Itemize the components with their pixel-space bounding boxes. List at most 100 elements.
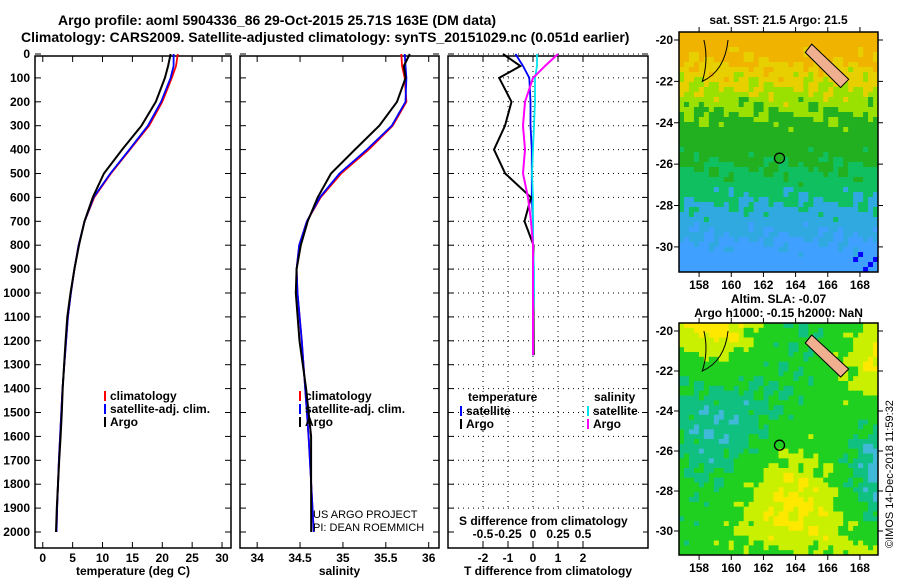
map-cell <box>698 267 705 273</box>
map-cell <box>833 429 839 435</box>
map-cell <box>753 371 760 377</box>
map-cell <box>828 530 834 537</box>
map-cell <box>788 77 794 83</box>
map-cell <box>733 197 740 203</box>
y-tick-label: 1800 <box>3 477 30 491</box>
map-cell <box>683 458 690 464</box>
map-cell <box>753 67 760 73</box>
map-cell <box>688 487 695 493</box>
map-cell <box>778 347 784 353</box>
map-cell <box>693 57 700 63</box>
map-cell <box>679 530 685 537</box>
map-cell <box>843 247 849 253</box>
map-cell <box>708 487 715 493</box>
map-cell <box>723 342 730 348</box>
map-cell <box>679 227 685 233</box>
map-cell <box>778 242 784 248</box>
map-cell <box>873 361 879 367</box>
map-cell <box>743 112 750 118</box>
map-cell <box>783 410 789 416</box>
map-cell <box>753 453 760 459</box>
map-cell <box>873 132 879 138</box>
map-cell <box>863 257 869 263</box>
map-cell <box>703 212 710 218</box>
map-cell <box>748 477 755 483</box>
map-cell <box>733 127 740 133</box>
map-cell <box>773 530 779 537</box>
map-cell <box>728 395 735 401</box>
map-cell <box>679 443 685 450</box>
map-cell <box>858 482 864 488</box>
map-cell <box>679 82 685 88</box>
map-cell <box>788 361 794 367</box>
map-cell <box>853 112 859 118</box>
map-cell <box>688 535 695 541</box>
map-cell <box>713 516 720 522</box>
map-cell <box>723 207 730 213</box>
map-cell <box>683 97 690 103</box>
map-cell <box>778 352 784 358</box>
map-cell <box>693 477 700 483</box>
map-cell <box>763 172 770 178</box>
map-cell <box>858 468 864 474</box>
map-cell <box>848 501 854 508</box>
map-cell <box>703 516 710 522</box>
map-cell <box>688 97 695 103</box>
map-cell <box>868 526 874 532</box>
map-cell <box>843 142 849 148</box>
map-cell <box>758 376 765 382</box>
map-cell <box>818 257 824 263</box>
map-cell <box>733 356 740 363</box>
map-cell <box>773 395 779 401</box>
map-cell <box>698 197 705 203</box>
map-cell <box>763 361 770 367</box>
map-cell <box>828 137 834 143</box>
map-cell <box>818 501 824 508</box>
map-cell <box>718 497 725 503</box>
map-cell <box>703 448 710 454</box>
map-cell <box>843 511 849 517</box>
map-cell <box>828 434 834 440</box>
map-cell <box>733 172 740 178</box>
legend-label: satellite <box>593 404 638 418</box>
map-cell <box>698 127 705 133</box>
map-cell <box>843 448 849 454</box>
map-cell <box>758 267 765 273</box>
map-cell <box>763 327 770 334</box>
map-cell <box>853 102 859 108</box>
map-cell <box>833 472 839 479</box>
map-cell <box>703 112 710 118</box>
map-cell <box>679 506 685 512</box>
map-cell <box>693 395 700 401</box>
map-cell <box>698 82 705 88</box>
map-cell <box>813 227 819 233</box>
map-cell <box>703 492 710 498</box>
map-cell <box>748 142 755 148</box>
map-cell <box>683 207 690 213</box>
map-cell <box>823 511 829 517</box>
map-cell <box>833 82 839 88</box>
map-cell <box>723 526 730 532</box>
map-cell <box>813 492 819 498</box>
map-cell <box>873 237 879 243</box>
map-cell <box>708 352 715 358</box>
map-cell <box>763 157 770 163</box>
map-cell <box>798 482 804 488</box>
map-cell <box>828 42 834 48</box>
map-cell <box>848 42 854 48</box>
map-cell <box>679 152 685 158</box>
map-cell <box>798 530 804 537</box>
map-cell <box>773 468 779 474</box>
s-tick-label: -0.5 <box>473 527 494 541</box>
map-cell <box>873 337 879 343</box>
map-cell <box>828 162 834 168</box>
map-cell <box>873 267 879 273</box>
map-cell <box>773 511 779 517</box>
map-cell <box>838 487 844 493</box>
map-cell <box>693 267 700 273</box>
map-cell <box>798 252 804 258</box>
map-cell <box>743 267 750 273</box>
map-cell <box>858 97 864 103</box>
map-cell <box>803 112 809 118</box>
map-cell <box>773 516 779 522</box>
